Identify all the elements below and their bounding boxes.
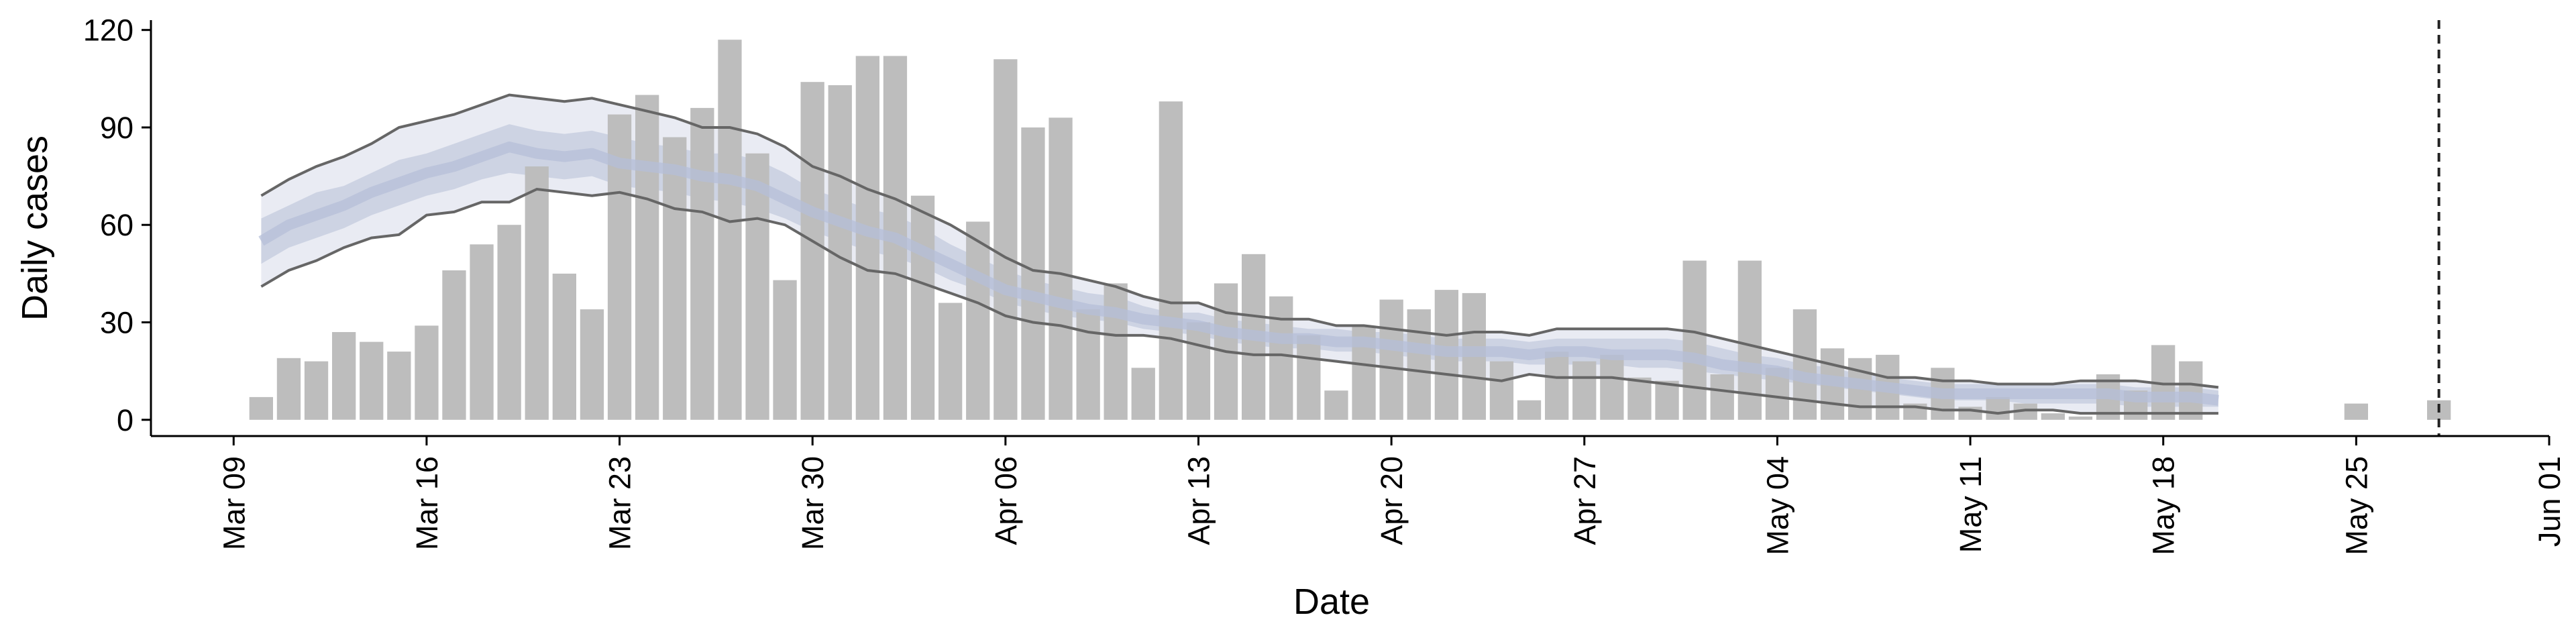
- daily-case-bar: [304, 361, 329, 420]
- daily-case-bar: [938, 303, 963, 420]
- daily-case-bar: [1572, 361, 1597, 420]
- x-tick-label: Jun 01: [2532, 456, 2567, 547]
- daily-case-bar: [1600, 354, 1624, 420]
- daily-case-bar: [2179, 361, 2203, 420]
- daily-case-bar: [1545, 352, 1569, 420]
- daily-case-bar: [1986, 396, 2010, 420]
- daily-case-bar: [910, 195, 935, 420]
- daily-case-bar: [1407, 309, 1431, 420]
- daily-case-bar: [773, 280, 797, 420]
- upper-bound-line: [260, 93, 2219, 389]
- y-tick-label: 60: [100, 208, 133, 242]
- x-ticks: Mar 09 Mar 16 Mar 23 Mar 30 Apr 06 Apr 13 Apr …: [217, 436, 2567, 555]
- daily-case-bar: [580, 309, 604, 420]
- x-tick-label: May 04: [1760, 456, 1794, 555]
- daily-case-bar: [1627, 377, 1652, 420]
- x-tick-label: Apr 20: [1375, 456, 1409, 545]
- daily-case-bar: [249, 396, 273, 420]
- daily-case-bar: [663, 137, 687, 420]
- daily-case-bar: [718, 40, 742, 420]
- x-tick-label: May 18: [2147, 456, 2181, 555]
- median-estimate-line: [258, 142, 2219, 406]
- x-tick-label: May 11: [1953, 456, 1988, 553]
- daily-case-bar: [1297, 335, 1321, 420]
- daily-case-bar: [1186, 322, 1211, 420]
- daily-case-bar: [1269, 296, 1293, 420]
- daily-case-bar: [360, 341, 384, 420]
- axes: [150, 20, 2549, 437]
- y-axis-title: Daily cases: [15, 136, 55, 321]
- daily-case-bar: [442, 270, 466, 420]
- x-tick-label: Mar 09: [217, 456, 251, 550]
- daily-case-bar: [1159, 101, 1183, 420]
- daily-case-bar: [1379, 299, 1403, 420]
- daily-case-bar: [745, 153, 769, 420]
- daily-case-bar: [1710, 374, 1734, 420]
- daily-case-bar: [1021, 127, 1045, 420]
- lower-bound-line: [260, 187, 2218, 415]
- daily-case-bar: [1131, 368, 1155, 420]
- daily-case-bars: [249, 40, 2451, 420]
- daily-case-bar: [470, 244, 494, 420]
- daily-case-bar: [1104, 283, 1128, 420]
- y-tick-label: 0: [117, 403, 133, 437]
- y-tick-label: 30: [100, 306, 133, 340]
- daily-case-bar: [497, 225, 521, 420]
- x-axis-title: Date: [1293, 582, 1370, 622]
- x-tick-label: Apr 13: [1181, 456, 1216, 545]
- daily-case-bar: [800, 82, 824, 420]
- daily-case-bar: [635, 95, 659, 420]
- daily-case-bar: [525, 166, 549, 420]
- daily-case-bar: [2041, 413, 2065, 420]
- daily-case-bar: [2344, 403, 2368, 420]
- daily-case-bar: [1324, 390, 1348, 420]
- y-tick-label: 120: [83, 13, 133, 48]
- x-tick-label: Mar 16: [410, 456, 444, 550]
- daily-case-bar: [1489, 361, 1514, 420]
- daily-case-bar: [387, 352, 411, 420]
- daily-case-bar: [1792, 309, 1817, 420]
- x-tick-label: May 25: [2339, 456, 2373, 555]
- y-tick-label: 90: [100, 111, 133, 145]
- daily-case-bar: [1682, 260, 1707, 420]
- x-tick-label: Apr 06: [989, 456, 1023, 545]
- x-tick-label: Mar 30: [796, 456, 830, 550]
- y-ticks: 0 30 60 90 120: [83, 13, 151, 437]
- daily-case-bar: [994, 59, 1018, 420]
- daily-case-bar: [552, 273, 576, 420]
- daily-case-bar: [1076, 309, 1100, 420]
- x-tick-label: Apr 27: [1568, 456, 1602, 545]
- daily-case-bar: [1655, 380, 1679, 420]
- daily-case-bar: [2068, 416, 2093, 420]
- daily-case-bar: [1517, 400, 1542, 420]
- daily-case-bar: [690, 107, 714, 420]
- estimate-lines: [258, 93, 2219, 415]
- daily-case-bar: [966, 221, 990, 420]
- daily-case-bar: [276, 358, 301, 420]
- daily-case-bar: [332, 332, 356, 420]
- daily-case-bar: [415, 325, 439, 420]
- x-tick-label: Mar 23: [603, 456, 637, 550]
- daily-case-bar: [1049, 117, 1073, 420]
